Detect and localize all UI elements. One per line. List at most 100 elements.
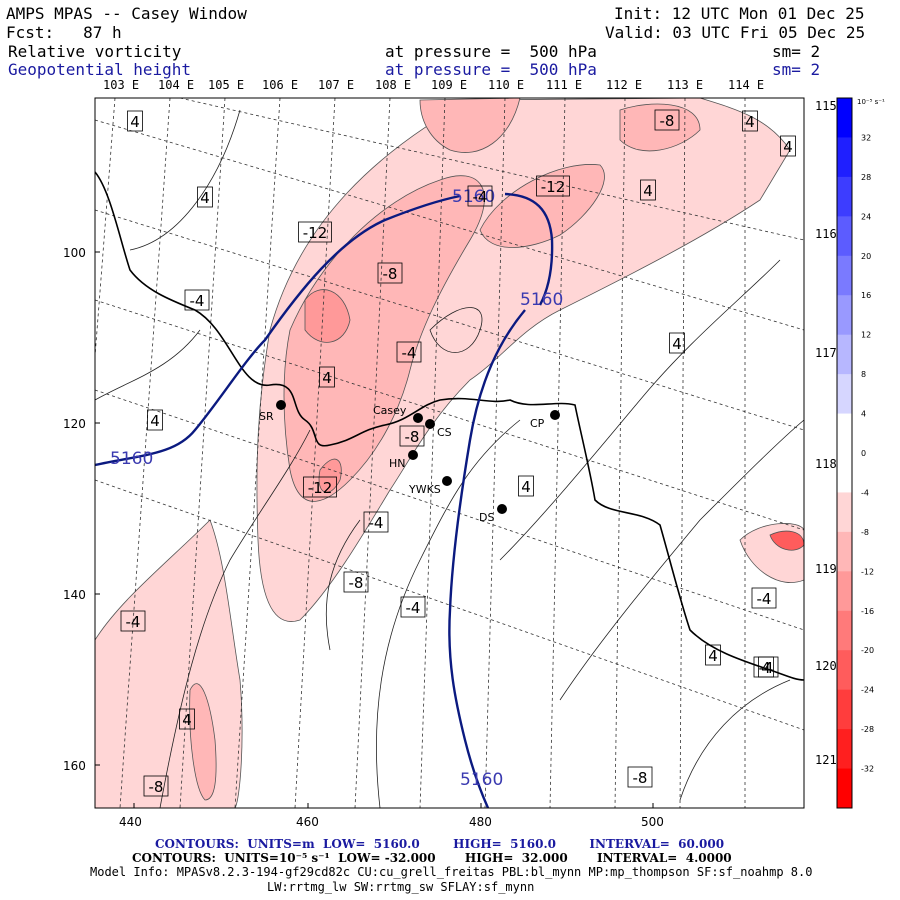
colorbar-tick-label: -8 [861, 528, 869, 537]
contour-label: -8 [405, 428, 420, 446]
lon-label: 114 E [728, 78, 764, 92]
colorbar-swatch [837, 729, 852, 770]
latitude-line [95, 209, 804, 431]
contour-label-box [705, 644, 721, 666]
contour-label: -12 [308, 479, 333, 497]
colorbar-tick-label: 12 [861, 331, 871, 340]
contour-label: -4 [402, 344, 417, 362]
contour-label: 4 [761, 659, 771, 677]
station-marker [425, 419, 435, 429]
field2-name: Geopotential height [8, 60, 192, 79]
height-contour-info: CONTOURS: UNITS=m LOW= 5160.0 HIGH= 5160… [155, 837, 725, 851]
colorbar-swatch [837, 531, 852, 572]
vorticity-fill-band [419, 98, 521, 153]
x-tick-label: 460 [296, 815, 319, 829]
colorbar-swatch [837, 571, 852, 612]
colorbar-tick-label: 28 [861, 173, 871, 182]
contour-label: -8 [660, 112, 675, 130]
contour-label-box [399, 425, 425, 447]
vorticity-contour [499, 259, 781, 561]
colorbar-tick-label: -16 [861, 607, 874, 616]
longitude-line [549, 98, 566, 808]
contour-label-box [536, 175, 570, 197]
y-tick-label: 140 [63, 588, 86, 602]
contour-label-box [143, 775, 169, 797]
longitude-line [614, 98, 626, 808]
longitude-line [119, 98, 171, 808]
colorbar-tick-label: 32 [861, 133, 871, 142]
x-tick-label: 480 [469, 815, 492, 829]
colorbar-tick-label: 20 [861, 252, 871, 261]
station-marker [497, 504, 507, 514]
vorticity-contour [325, 519, 361, 651]
colorbar-tick-label: 24 [861, 212, 871, 221]
colorbar-swatch [837, 255, 852, 296]
contour-label: -8 [633, 769, 648, 787]
contour-label-box [377, 262, 403, 284]
station-marker [550, 410, 560, 420]
contour-label-box [184, 289, 210, 311]
contour-label: -4 [473, 188, 488, 206]
station-marker [276, 400, 286, 410]
vorticity-contour [129, 109, 241, 251]
contour-label: 4 [200, 189, 210, 207]
vorticity-contour-info: CONTOURS: UNITS=10⁻⁵ s⁻¹ LOW= -32.000 HI… [132, 851, 732, 865]
contour-label: -4 [190, 292, 205, 310]
colorbar-tick-label: -4 [861, 488, 869, 497]
colorbar-swatch [837, 295, 852, 336]
latitude-line [95, 479, 804, 731]
contour-label-box [396, 341, 422, 363]
coastline [95, 171, 804, 681]
contour-label-box [147, 409, 163, 431]
contour-label: -4 [369, 514, 384, 532]
colorbar-swatch [837, 374, 852, 415]
contour-label: -4 [406, 599, 421, 617]
field1-smoothing: sm= 2 [772, 42, 821, 61]
station-marker [408, 450, 418, 460]
colorbar-swatch [837, 453, 852, 493]
colorbar-swatch [837, 492, 852, 533]
contour-label: 4 [130, 113, 140, 131]
contour-label-box [363, 511, 389, 533]
vorticity-contour [375, 419, 521, 808]
station-label: HN [389, 457, 406, 470]
longitude-line [354, 98, 391, 808]
contour-label: -4 [757, 590, 772, 608]
colorbar-swatch [837, 610, 852, 651]
y-tick-label: 120 [63, 417, 86, 431]
contour-label-box [780, 135, 796, 157]
colorbar-tick-label: -20 [861, 646, 874, 655]
colorbar-swatch [837, 137, 852, 178]
contour-label-box [742, 110, 758, 132]
station-label: CS [437, 426, 452, 439]
contour-label: -4 [126, 613, 141, 631]
field2-level: at pressure = 500 hPa [385, 60, 597, 79]
latitude-line [95, 389, 804, 631]
contour-label-box [751, 587, 777, 609]
latitude-line [95, 299, 804, 531]
x-tick-label: 500 [641, 815, 664, 829]
contour-label-box [127, 110, 143, 132]
longitude-line [179, 98, 226, 808]
contour-label: -12 [541, 178, 566, 196]
station-label: SR [259, 410, 274, 423]
contour-label: -8 [349, 574, 364, 592]
colorbar-swatch [837, 413, 852, 454]
lon-label: 106 E [262, 78, 298, 92]
lon-label: 109 E [431, 78, 467, 92]
field1-level: at pressure = 500 hPa [385, 42, 597, 61]
model-info-physics: LW:rrtmg_lw SW:rrtmg_sw SFLAY:sf_mynn [267, 880, 535, 894]
contour-label-box [400, 596, 426, 618]
height-contour-5160 [95, 192, 554, 808]
vorticity-contour [679, 679, 791, 801]
contour-label-box [758, 656, 774, 678]
height-label: 5160 [452, 187, 495, 207]
contour-label-box [467, 185, 493, 207]
vorticity-fill-core [769, 530, 804, 551]
contour-label-box [627, 766, 653, 788]
longitude-line [679, 98, 686, 808]
lon-label: 111 E [546, 78, 582, 92]
lon-label: 112 E [606, 78, 642, 92]
vorticity-fill-band [479, 164, 605, 248]
colorbar-swatch [837, 334, 852, 375]
